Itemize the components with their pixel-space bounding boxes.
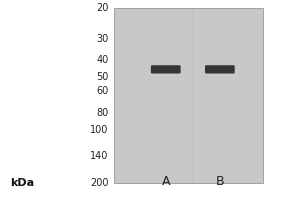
FancyBboxPatch shape — [208, 67, 231, 72]
Text: 50: 50 — [96, 72, 108, 82]
FancyBboxPatch shape — [154, 67, 177, 72]
Text: 200: 200 — [90, 178, 108, 188]
Text: 80: 80 — [96, 108, 108, 118]
Text: 20: 20 — [96, 3, 108, 13]
Text: 100: 100 — [90, 125, 108, 135]
Text: 60: 60 — [96, 86, 108, 96]
FancyBboxPatch shape — [151, 65, 181, 74]
Text: 40: 40 — [96, 55, 108, 65]
Text: 30: 30 — [96, 34, 108, 44]
Text: kDa: kDa — [10, 178, 34, 188]
FancyBboxPatch shape — [205, 65, 235, 74]
Text: 140: 140 — [90, 151, 108, 161]
Bar — [114, 8, 263, 183]
Text: A: A — [162, 175, 171, 188]
Text: B: B — [215, 175, 224, 188]
